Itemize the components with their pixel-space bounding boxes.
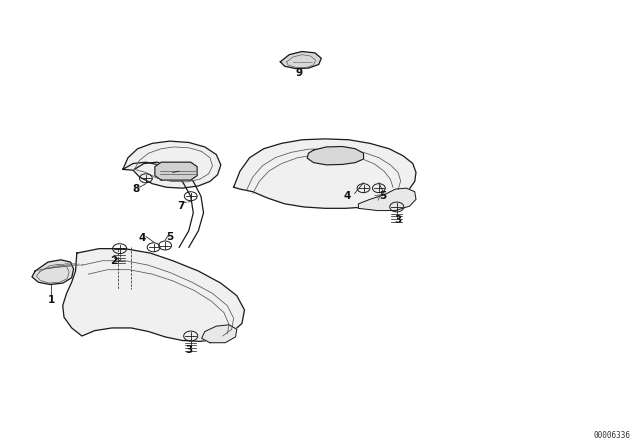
Text: 4: 4 [138,233,146,243]
Polygon shape [280,52,321,69]
Polygon shape [63,249,244,341]
Text: 7: 7 [177,201,184,211]
Text: 2: 2 [110,256,118,266]
Polygon shape [202,325,237,343]
Text: 5: 5 [379,191,387,201]
Text: 3: 3 [394,215,402,224]
Text: 9: 9 [296,68,303,78]
Text: 5: 5 [166,232,173,241]
Polygon shape [307,146,364,165]
Text: 1: 1 [47,295,55,305]
Text: 8: 8 [132,184,140,194]
Polygon shape [155,162,197,180]
Text: 6: 6 [168,171,175,181]
Text: 00006336: 00006336 [593,431,630,440]
Text: 4: 4 [343,191,351,201]
Polygon shape [123,141,221,188]
Text: 3: 3 [185,345,193,355]
Polygon shape [234,139,416,208]
Polygon shape [32,260,74,284]
Polygon shape [358,188,416,211]
